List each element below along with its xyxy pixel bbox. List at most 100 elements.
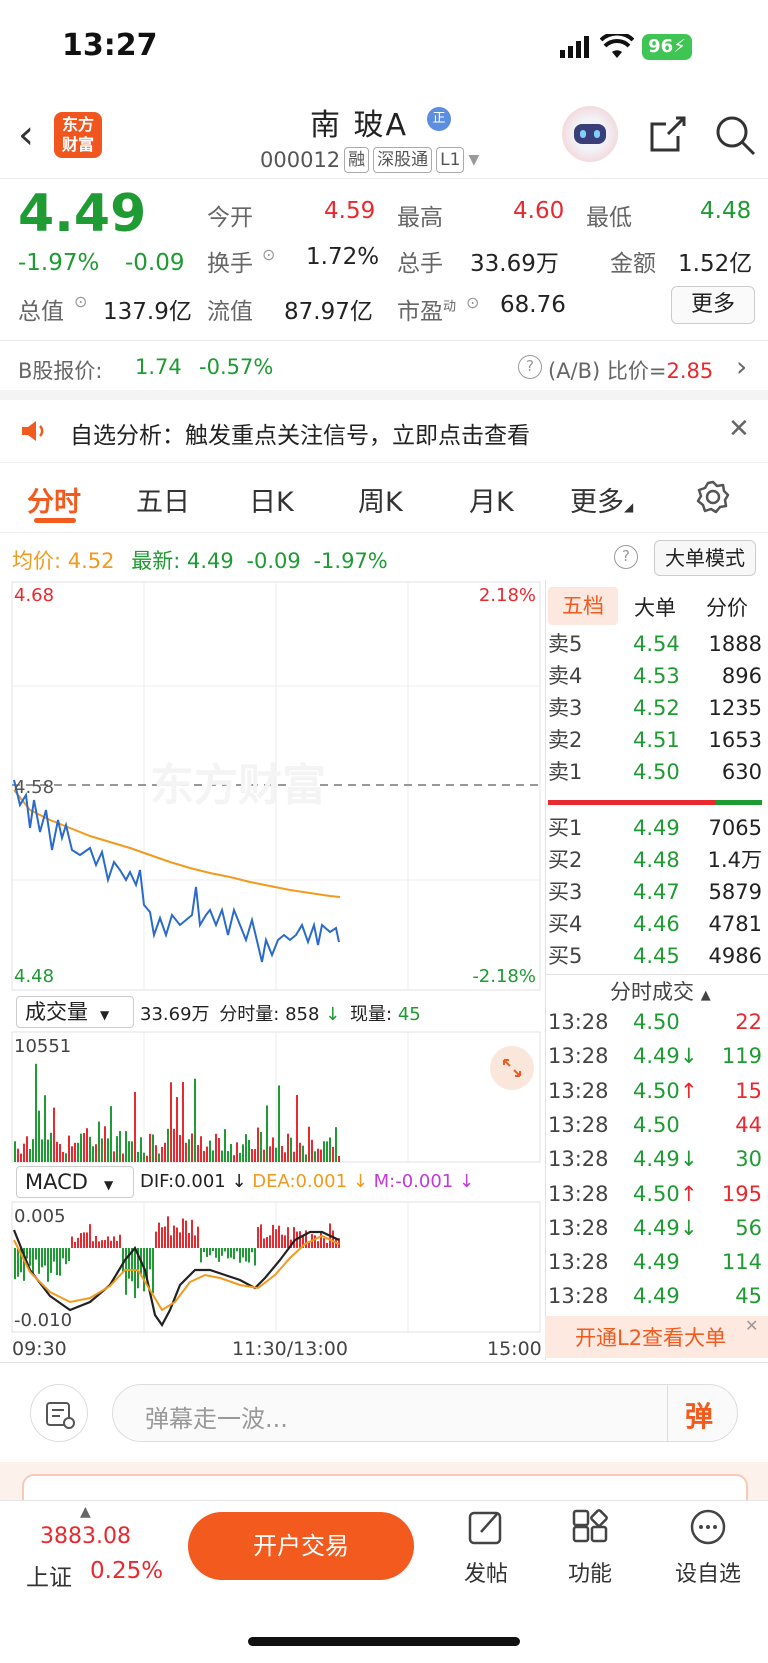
danmu-settings-icon[interactable] <box>30 1384 88 1442</box>
volume-bar <box>164 1142 166 1162</box>
tab-week-k[interactable]: 周K <box>358 487 403 518</box>
volume-bar <box>98 1121 100 1162</box>
intraday-chart[interactable]: 东方财富 4.68 4.58 4.48 2.18% -2.18% 10551 0… <box>0 580 545 1360</box>
volume-indicator-select[interactable]: 成交量 ▼ <box>16 996 134 1028</box>
stock-code-row[interactable]: 000012 融 深股通 L1 ▼ <box>260 147 479 173</box>
tab-more[interactable]: 更多◢ <box>570 480 633 519</box>
info-dots-icon[interactable]: ⊙ <box>466 293 480 312</box>
volume-bar <box>230 1143 232 1162</box>
speaker-icon <box>20 418 50 448</box>
ask-label: 卖2 <box>548 728 583 752</box>
ab-ratio-value: 2.85 <box>666 359 714 383</box>
close-icon[interactable]: ✕ <box>745 1316 759 1335</box>
robot-avatar-icon[interactable] <box>562 106 618 162</box>
bid-row: 买5 4.45 4986 <box>548 940 764 972</box>
macd-bar <box>116 1240 118 1248</box>
tab-month-k[interactable]: 月K <box>469 487 514 518</box>
ask-row: 卖3 4.52 1235 <box>548 692 764 724</box>
notice-text[interactable]: 自选分析：触发重点关注信号，立即点击查看 <box>70 423 530 449</box>
open-account-trade-button[interactable]: 开户交易 <box>188 1512 414 1580</box>
signal-icon <box>560 36 594 62</box>
functions-button[interactable]: 功能 <box>550 1508 630 1588</box>
ask-row: 卖5 4.54 1888 <box>548 628 764 660</box>
chevron-down-icon: ▼ <box>468 152 480 168</box>
volume-bar <box>266 1105 268 1162</box>
tab-big-orders[interactable]: 大单 <box>634 596 676 620</box>
macd-bar <box>203 1248 205 1253</box>
tick-label: 分时量: <box>219 1004 280 1025</box>
macd-bar <box>269 1235 271 1248</box>
chevron-right-icon[interactable]: › <box>736 350 748 383</box>
value-float-value: 87.97亿 <box>284 299 373 325</box>
add-watchlist-button[interactable]: 设自选 <box>668 1508 748 1588</box>
tab-day-k[interactable]: 日K <box>249 487 294 518</box>
trade-volume: 22 <box>735 1010 762 1034</box>
l2-banner[interactable]: 开通L2查看大单 ✕ <box>545 1316 768 1358</box>
macd-bar <box>110 1240 112 1248</box>
trade-arrow-icon: ↑ <box>680 1078 698 1103</box>
tab-more-label: 更多 <box>570 487 624 518</box>
volume-bar <box>95 1144 97 1162</box>
index-name[interactable]: 上证 <box>26 1565 72 1591</box>
value-total-value: 137.9亿 <box>103 299 192 325</box>
bid-label: 买3 <box>548 880 583 904</box>
help-icon[interactable]: ? <box>518 355 542 379</box>
macd-bar <box>35 1248 37 1260</box>
grid-icon <box>572 1509 608 1543</box>
close-icon[interactable]: ✕ <box>728 414 750 444</box>
danmu-input[interactable]: 弹幕走一波... 弹 <box>112 1384 738 1442</box>
ab-ratio[interactable]: (A/B) 比价=2.85 <box>548 355 713 385</box>
big-order-mode-button[interactable]: 大单模式 <box>654 540 756 576</box>
settings-gear-icon[interactable] <box>696 480 730 518</box>
index-value[interactable]: 3883.08 <box>40 1524 131 1549</box>
volume-bar <box>80 1133 82 1162</box>
help-icon[interactable]: ? <box>614 545 638 569</box>
tab-five-day[interactable]: 五日 <box>136 487 190 518</box>
tab-intraday[interactable]: 分时 <box>27 487 81 518</box>
post-button[interactable]: 发帖 <box>446 1508 526 1588</box>
tab-price-dist[interactable]: 分价 <box>706 596 748 620</box>
volume-bar <box>254 1149 256 1162</box>
search-icon[interactable] <box>714 114 756 160</box>
value-pe: 68.76 <box>500 292 566 318</box>
danmu-send-button[interactable]: 弹 <box>685 1400 714 1433</box>
macd-bar <box>152 1248 154 1294</box>
macd-bar <box>95 1235 97 1248</box>
volume-bar <box>263 1149 265 1162</box>
share-icon[interactable] <box>648 114 688 158</box>
macd-indicator-select[interactable]: MACD ▼ <box>16 1166 134 1198</box>
volume-bar <box>233 1155 235 1162</box>
volume-bar <box>338 1155 340 1162</box>
trades-title[interactable]: 分时成交 ▲ <box>610 976 711 1006</box>
dif-line <box>12 1229 340 1328</box>
volume-bar <box>134 1092 136 1162</box>
macd-bar <box>197 1226 199 1248</box>
volume-bar <box>47 1139 49 1162</box>
change-pct: -1.97% <box>18 250 100 276</box>
badge-sgt: 深股通 <box>373 147 433 173</box>
volume-bar <box>200 1136 202 1162</box>
volume-bar <box>14 1141 16 1162</box>
volume-bar <box>206 1146 208 1162</box>
volume-bar <box>269 1146 271 1162</box>
macd-bar <box>299 1231 301 1248</box>
index-pct[interactable]: 0.25% <box>90 1558 164 1584</box>
macd-bar <box>53 1248 55 1262</box>
volume-bar <box>128 1141 130 1162</box>
expand-icon[interactable] <box>490 1046 534 1090</box>
trade-row: 13:28 4.50 ↑ 15 <box>548 1074 764 1108</box>
volume-bar <box>278 1085 280 1162</box>
more-button[interactable]: 更多 <box>671 286 755 324</box>
value-low: 4.48 <box>700 198 752 224</box>
ask-price: 4.51 <box>633 728 680 752</box>
label-pe-sup: 动 <box>443 299 457 315</box>
tab-five-levels[interactable]: 五档 <box>548 587 618 625</box>
info-dots-icon[interactable]: ⊙ <box>262 245 276 264</box>
volume-bar <box>89 1136 91 1162</box>
macd-bar <box>194 1235 196 1248</box>
back-icon[interactable]: ‹ <box>18 112 34 158</box>
macd-bar <box>248 1248 250 1263</box>
ask-row: 卖2 4.51 1653 <box>548 724 764 756</box>
info-dots-icon[interactable]: ⊙ <box>74 292 88 311</box>
volume-bar <box>38 1110 40 1162</box>
